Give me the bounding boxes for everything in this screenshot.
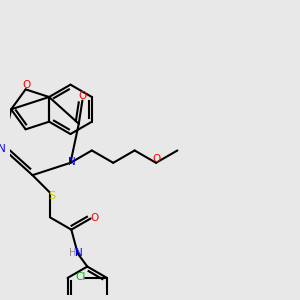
Text: N: N [68, 157, 75, 167]
Text: O: O [79, 91, 87, 101]
Text: O: O [22, 80, 31, 90]
Text: O: O [91, 213, 99, 223]
Text: N: N [75, 248, 83, 258]
Text: O: O [152, 154, 160, 164]
Text: S: S [48, 191, 55, 201]
Text: Cl: Cl [75, 272, 86, 282]
Text: N: N [0, 144, 6, 154]
Text: H: H [69, 248, 76, 258]
